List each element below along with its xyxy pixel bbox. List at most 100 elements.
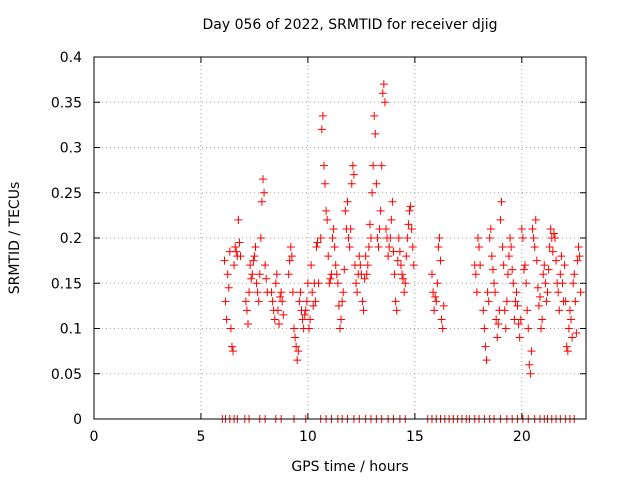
data-point (554, 288, 563, 297)
y-tick-label: 0.1 (60, 322, 82, 338)
data-point (302, 297, 311, 306)
data-point (491, 288, 500, 297)
data-point (506, 234, 515, 242)
data-point (516, 315, 525, 324)
data-point (252, 279, 261, 288)
data-point (561, 297, 570, 306)
data-point (296, 288, 305, 297)
data-point (386, 234, 395, 242)
data-point (234, 215, 243, 224)
data-points (218, 80, 585, 423)
data-point (406, 202, 415, 211)
data-point (231, 243, 240, 252)
data-point (244, 319, 253, 328)
data-point (432, 297, 441, 306)
data-point (273, 306, 282, 315)
x-tick-label: 15 (406, 429, 424, 445)
data-point (328, 234, 337, 242)
data-point (364, 243, 373, 252)
data-point (394, 234, 403, 242)
data-point (542, 297, 551, 306)
data-point (530, 243, 539, 252)
data-point (541, 279, 550, 288)
data-point (508, 265, 517, 274)
data-point (251, 243, 260, 252)
data-point (560, 261, 569, 270)
data-point (345, 243, 354, 252)
data-point (288, 288, 297, 297)
data-point (544, 265, 553, 274)
data-point (493, 333, 502, 342)
data-point (515, 333, 524, 342)
data-point (341, 206, 350, 215)
data-point (539, 270, 548, 279)
x-tick-label: 0 (90, 429, 99, 445)
data-point (571, 297, 580, 306)
data-point (473, 234, 482, 242)
data-point (326, 274, 335, 283)
data-point (285, 256, 294, 265)
data-point (404, 220, 413, 229)
data-point (562, 342, 571, 351)
data-point (545, 243, 554, 252)
data-point (353, 288, 362, 297)
data-point (576, 288, 585, 297)
data-point (373, 234, 382, 242)
data-point (492, 315, 501, 324)
data-point (525, 360, 534, 369)
data-point (572, 329, 581, 338)
data-point (314, 279, 323, 288)
data-point (222, 315, 231, 324)
data-point (395, 247, 404, 256)
data-point (550, 234, 559, 242)
data-point (250, 252, 259, 261)
y-tick-label: 0.4 (60, 50, 82, 66)
data-point (387, 215, 396, 224)
data-point (509, 279, 518, 288)
data-point (398, 270, 407, 279)
data-point (291, 333, 300, 342)
data-point (279, 310, 288, 319)
data-point (284, 270, 293, 279)
data-point (429, 288, 438, 297)
data-point (392, 306, 401, 315)
data-point (433, 279, 442, 288)
data-point (365, 220, 374, 229)
data-point (481, 342, 490, 351)
data-point (344, 234, 353, 242)
data-point (246, 261, 255, 270)
data-point (276, 292, 285, 301)
data-point (270, 315, 279, 324)
data-point (471, 270, 480, 279)
data-point (499, 261, 508, 270)
data-point (226, 324, 235, 333)
data-point (396, 261, 405, 270)
data-point (262, 274, 271, 283)
data-point (358, 297, 367, 306)
data-point (438, 324, 447, 333)
data-point (565, 306, 574, 315)
data-point (257, 197, 266, 206)
data-point (533, 283, 542, 292)
data-point (376, 206, 385, 215)
data-point (549, 229, 558, 238)
data-point (356, 261, 365, 270)
data-point (434, 243, 443, 252)
data-point (331, 261, 340, 270)
data-point (309, 301, 318, 310)
data-point (372, 179, 381, 188)
data-point (236, 252, 245, 261)
data-point (221, 297, 230, 306)
data-point (504, 252, 513, 261)
data-point (482, 356, 491, 365)
data-point (227, 342, 236, 351)
data-point (380, 98, 389, 107)
data-point (304, 324, 313, 333)
data-point (488, 265, 497, 274)
data-point (546, 224, 555, 233)
data-point (540, 261, 549, 270)
data-point (403, 234, 412, 242)
data-point (430, 306, 439, 315)
data-point (391, 297, 400, 306)
data-point (318, 111, 327, 120)
